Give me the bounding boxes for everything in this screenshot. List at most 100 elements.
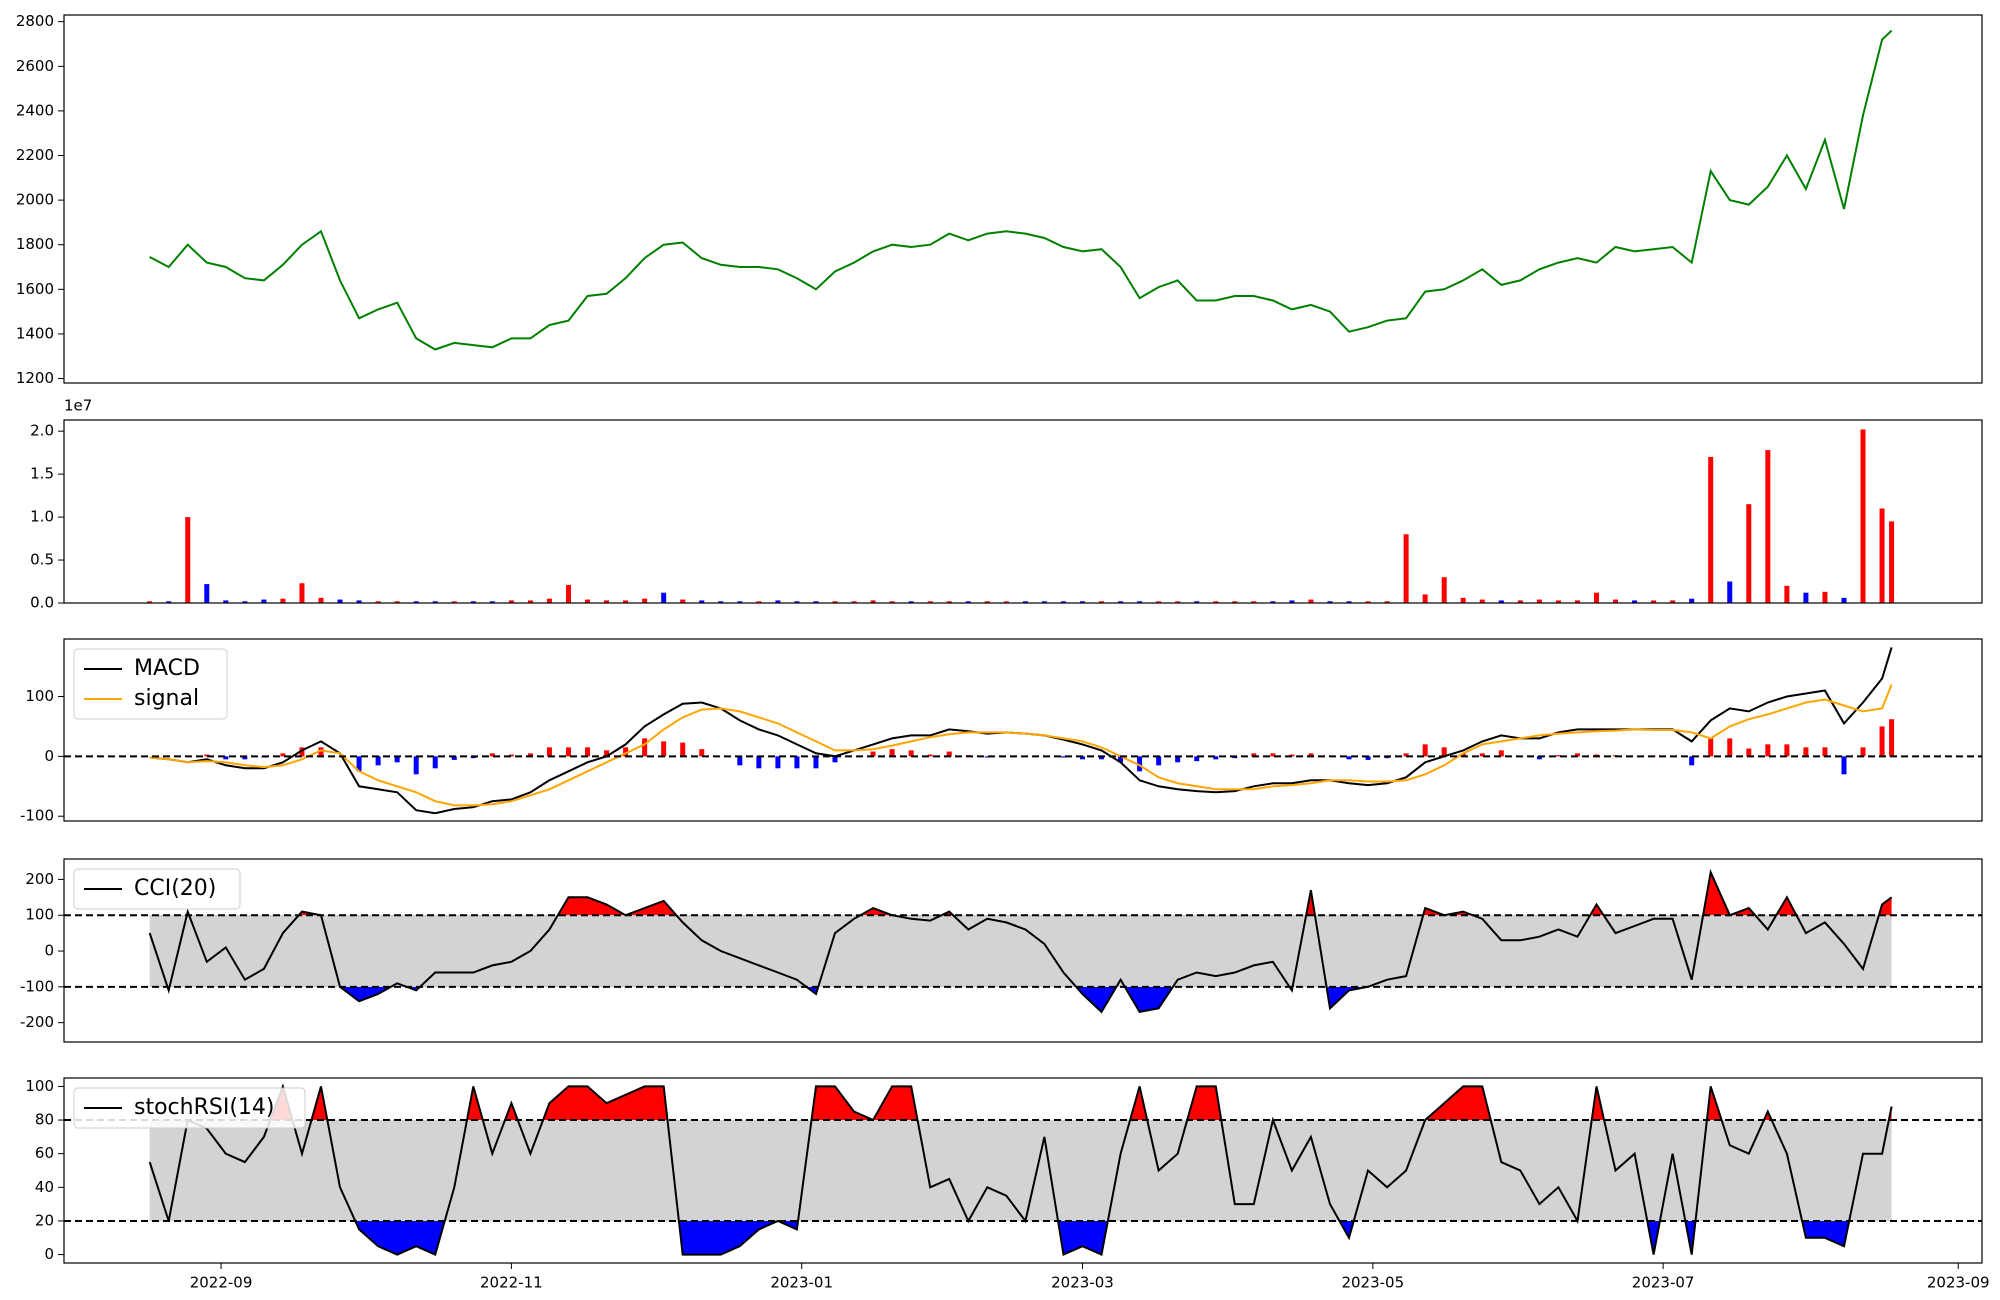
volume-bar — [242, 601, 248, 603]
volume-bar — [889, 601, 895, 603]
legend-label: CCI(20) — [134, 876, 216, 901]
volume-bar — [185, 517, 191, 603]
volume-bar — [1422, 594, 1428, 603]
volume-bar — [642, 598, 648, 603]
volume-bar — [1708, 456, 1714, 603]
y-tick-label: 20 — [35, 1211, 54, 1229]
volume-bar — [394, 601, 400, 603]
volume-bar — [737, 601, 743, 603]
volume-bar — [1022, 601, 1028, 603]
histogram-bar — [1060, 756, 1066, 758]
x-tick-label: 2023-05 — [1341, 1274, 1404, 1292]
histogram-bar — [280, 753, 286, 757]
y-tick-label: 2800 — [16, 12, 54, 30]
y-tick-label: -200 — [20, 1013, 54, 1031]
histogram-bar — [756, 756, 762, 769]
histogram-bar — [1841, 756, 1847, 775]
y-tick-label: 100 — [25, 687, 54, 705]
histogram-bar — [642, 738, 648, 757]
legend-label: signal — [134, 686, 199, 711]
y-tick-label: 100 — [25, 906, 54, 924]
histogram-bar — [794, 756, 800, 769]
volume-bar — [318, 597, 324, 603]
series-line — [149, 29, 1893, 351]
axes-frame — [63, 419, 1983, 604]
histogram-bar — [451, 756, 457, 760]
series-line — [149, 684, 1893, 807]
volume-bar — [546, 598, 552, 603]
volume-bar — [261, 599, 267, 603]
histogram-bar — [1498, 750, 1504, 757]
volume-bar — [1365, 601, 1371, 603]
histogram-bar — [1156, 756, 1162, 766]
histogram-bar — [1536, 756, 1542, 760]
histogram-bar — [1251, 753, 1257, 757]
volume-bar — [908, 601, 914, 603]
histogram-bar — [1460, 753, 1466, 757]
histogram-bar — [908, 750, 914, 757]
volume-bar — [565, 584, 571, 603]
x-tick-label: 2022-09 — [190, 1274, 253, 1292]
volume-bar — [1308, 599, 1314, 603]
volume-bar — [1327, 601, 1333, 603]
y-tick-label: 1200 — [16, 369, 54, 387]
axes-frame — [63, 14, 1983, 384]
overbought-fill — [149, 1086, 1892, 1121]
histogram-bar — [737, 756, 743, 766]
volume-bar — [280, 598, 286, 603]
histogram-bar — [699, 749, 705, 757]
volume-bar — [1498, 600, 1504, 603]
volume-bar — [337, 599, 343, 603]
volume-bar — [718, 601, 724, 603]
y-tick-label: 60 — [35, 1144, 54, 1162]
volume-bar — [1137, 601, 1143, 603]
overbought-fill — [149, 872, 1892, 916]
y-tick-label: 0.0 — [30, 594, 54, 612]
histogram-bar — [927, 754, 933, 757]
neutral-band — [149, 915, 1892, 987]
histogram-bar — [527, 753, 533, 757]
histogram-bar — [413, 756, 419, 775]
y-tick-label: 0 — [44, 942, 54, 960]
volume-bar — [1460, 597, 1466, 603]
histogram-bar — [318, 747, 324, 757]
volume-bar — [1060, 601, 1066, 603]
x-tick-label: 2023-07 — [1632, 1274, 1695, 1292]
histogram-bar — [1099, 756, 1105, 760]
histogram-bar — [604, 750, 610, 757]
volume-bar — [470, 601, 476, 603]
y-tick-label: -100 — [20, 807, 54, 825]
histogram-bar — [1403, 753, 1409, 757]
y-tick-label: 40 — [35, 1178, 54, 1196]
volume-bar — [699, 600, 705, 603]
histogram-bar — [1860, 747, 1866, 757]
series-line — [148, 868, 1893, 1014]
histogram-bar — [1555, 755, 1561, 757]
volume-bar — [927, 601, 933, 603]
y-tick-label: 2.0 — [30, 422, 54, 440]
histogram-bar — [1574, 753, 1580, 757]
x-tick-label: 2023-09 — [1927, 1274, 1990, 1292]
neutral-band — [149, 1120, 1892, 1221]
volume-bar — [1213, 601, 1219, 603]
volume-bar — [1079, 601, 1085, 603]
histogram-bar — [1765, 744, 1771, 757]
volume-bar — [1593, 592, 1599, 603]
volume-bar — [432, 601, 438, 603]
y-tick-label: 0 — [44, 747, 54, 765]
histogram-bar — [1727, 738, 1733, 757]
histogram-bar — [1422, 744, 1428, 757]
histogram-bar — [375, 756, 381, 766]
histogram-bar — [870, 751, 876, 757]
histogram-bar — [1479, 753, 1485, 757]
histogram-bar — [889, 749, 895, 757]
volume-bar — [1889, 521, 1895, 603]
volume-bar — [147, 601, 153, 603]
y-tick-label: 1.0 — [30, 508, 54, 526]
volume-bar — [870, 600, 876, 603]
histogram-bar — [984, 756, 990, 758]
histogram-bar — [1889, 719, 1895, 757]
volume-bar — [1841, 597, 1847, 603]
